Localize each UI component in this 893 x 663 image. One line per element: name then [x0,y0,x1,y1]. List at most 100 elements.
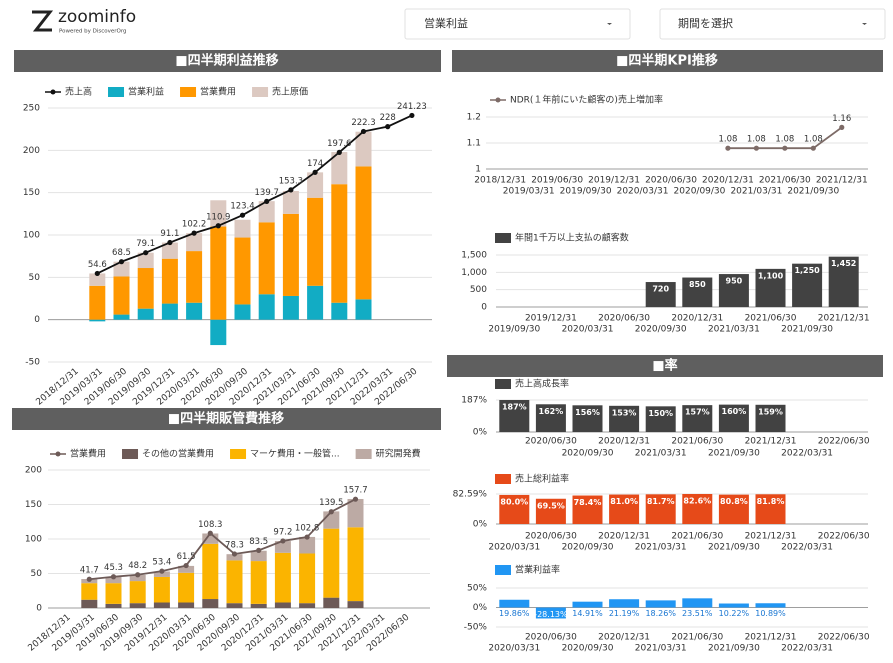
period-dropdown[interactable]: 期間を選択 [659,8,886,40]
bar [178,602,195,608]
bar [755,268,786,307]
bar [81,599,98,608]
value-label: 97.2 [273,527,292,537]
line-point [183,562,189,569]
y-tick-label: 1,000 [461,268,487,278]
value-label: 228 [380,113,396,123]
value-label: 102.8 [295,524,319,534]
bar [299,603,316,608]
legend-label: マーケ費用・一般管... [250,448,340,460]
legend-swatch [108,87,125,97]
bar [355,131,372,167]
line-point [782,145,788,151]
x-tick-label: 2022/03/31 [781,449,833,459]
bar [89,319,106,322]
bar [718,603,749,608]
value-label: 23.51% [682,609,713,618]
value-label: 81.0% [610,497,638,506]
legend-label: その他の営業費用 [142,448,214,460]
bar [323,597,340,608]
value-label: 108.3 [198,520,222,530]
line-point [385,124,391,130]
x-tick-label: 2021/06/30 [759,176,811,186]
bar [274,552,291,603]
x-tick-label: 2022/03/31 [781,644,833,654]
value-label: 150% [648,409,673,418]
dropdown-text[interactable]: 期間を選択 [678,16,733,30]
value-label: 102.2 [182,220,206,230]
value-label: 14.91% [572,609,603,618]
value-label: 48.2 [128,561,147,571]
bar [202,599,219,608]
dropdown-box[interactable] [659,8,886,40]
value-label: 139.7 [255,188,279,198]
dropdown-box[interactable] [404,8,631,40]
bar [105,603,122,608]
x-tick-label: 2021/09/30 [708,543,760,553]
x-tick-label: 2021/03/31 [730,187,782,197]
bar [718,494,749,524]
bar [347,527,364,602]
value-label: 157.7 [343,486,367,496]
line-point [725,145,731,151]
section-title: ■四半期利益推移 [175,53,278,69]
line [89,498,356,581]
line-point [191,230,197,236]
bar [282,213,299,296]
value-label: 53.4 [152,558,171,568]
bar [274,602,291,608]
line-point [360,128,367,135]
metric-dropdown[interactable]: 営業利益 [404,8,631,40]
value-label: 123.4 [230,202,254,212]
bar [178,572,195,603]
x-tick-label: 2020/12/31 [598,437,650,447]
bar [113,261,130,277]
line-point [312,169,318,175]
bar [828,256,859,307]
value-label: 61.5 [177,552,196,562]
dropdown-caret[interactable] [862,23,867,25]
line-point [143,250,149,256]
value-label: 83.5 [249,537,268,547]
line-point [118,259,125,265]
x-tick-label: 2020/12/31 [671,314,723,324]
section-title: ■四半期販管費推移 [168,411,284,427]
bar [186,251,203,303]
y-tick-label: 150 [23,188,40,198]
y-tick-label: 0 [481,303,487,313]
value-label: 79.1 [136,239,155,249]
value-label: 1.08 [718,135,737,145]
x-tick-label: 2020/09/30 [674,187,726,197]
y-tick-label: 187% [461,396,487,406]
bar [755,494,786,524]
y-tick-label: 250 [23,104,40,114]
x-tick-label: 2021/06/30 [745,314,797,324]
y-tick-label: 50 [29,273,41,283]
value-label: 187% [502,403,527,412]
line-point [86,576,92,582]
section-header [447,355,883,377]
bar [89,273,106,286]
bar [331,152,348,185]
bar [347,498,364,528]
section-title: ■四半期KPI推移 [616,53,718,69]
legend-label: 研究開発費 [376,448,421,460]
line-point [207,530,213,536]
bar [137,268,154,309]
x-tick-label: 2021/03/31 [708,325,760,335]
dropdown-caret[interactable] [607,23,612,25]
legend-swatch [495,379,511,389]
bar [499,400,530,432]
dropdown-text[interactable]: 営業利益 [424,16,468,30]
x-tick-label: 2020/06/30 [525,437,577,447]
bar [682,405,713,432]
y-tick-label: 150 [25,500,42,510]
bar [572,601,603,608]
bar [645,494,676,524]
line-point [409,112,415,119]
line-point [336,149,342,155]
bar [755,603,786,608]
legend-swatch [252,87,269,97]
tagline: Powered by DiscoverOrg [59,29,127,35]
bar [535,498,566,524]
